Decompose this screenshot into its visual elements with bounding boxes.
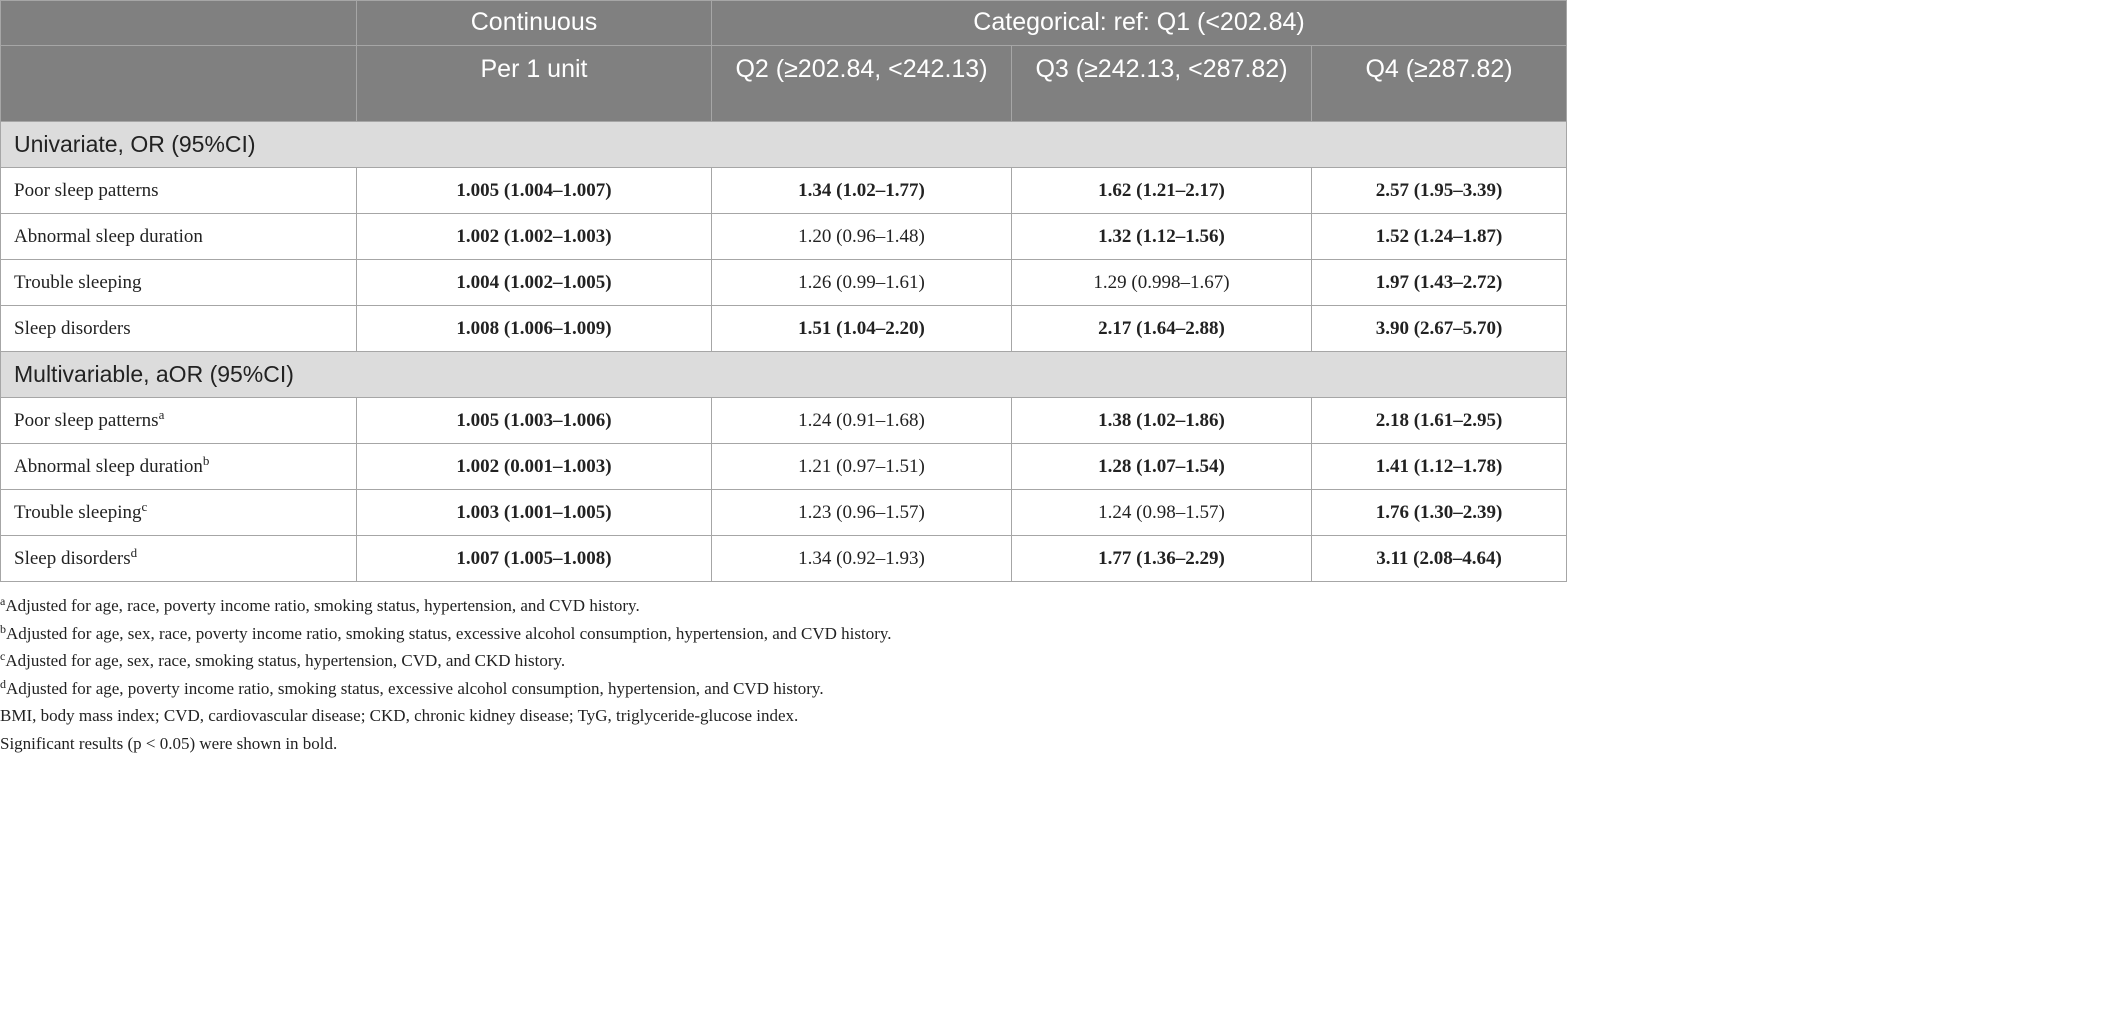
row-label: Poor sleep patterns <box>0 167 357 214</box>
header-blank-cell <box>0 45 357 122</box>
value-cell: 1.002 (1.002–1.003) <box>356 213 712 260</box>
header-per-unit: Per 1 unit <box>356 45 712 122</box>
value-cell: 1.52 (1.24–1.87) <box>1310 213 1568 260</box>
row-label-text: Poor sleep patterns <box>14 179 159 201</box>
footnote-mark: b <box>0 621 6 636</box>
value-cell: 2.57 (1.95–3.39) <box>1310 167 1568 214</box>
table-row: Trouble sleepingc 1.003 (1.001–1.005) 1.23… <box>0 489 1568 536</box>
footnote-text: Significant results (p < 0.05) were show… <box>0 733 338 753</box>
section-header-row: Univariate, OR (95%CI) <box>0 121 1568 168</box>
value-cell: 1.77 (1.36–2.29) <box>1011 535 1312 582</box>
header-q4: Q4 (≥287.82) <box>1310 45 1568 122</box>
value-cell: 2.18 (1.61–2.95) <box>1310 397 1568 444</box>
header-blank-cell <box>0 0 357 46</box>
footnote-mark: a <box>0 594 6 608</box>
footnote-marker: a <box>158 406 165 422</box>
footnote-text: Adjusted for age, sex, race, smoking sta… <box>5 651 566 671</box>
table-body: Univariate, OR (95%CI) Poor sleep pattern… <box>0 121 1568 582</box>
section-header-row: Multivariable, aOR (95%CI) <box>0 351 1568 398</box>
value-cell: 1.41 (1.12–1.78) <box>1310 443 1568 490</box>
footnote: bAdjusted for age, sex, race, poverty in… <box>0 620 892 648</box>
row-label-text: Sleep disorders <box>14 317 131 339</box>
row-label-text: Abnormal sleep duration <box>14 225 203 247</box>
footnote: aAdjusted for age, race, poverty income … <box>0 592 892 620</box>
footnote-marker: b <box>202 452 210 468</box>
row-label: Abnormal sleep duration <box>0 213 357 260</box>
table-row: Sleep disordersd 1.007 (1.005–1.008) 1.34 … <box>0 535 1568 582</box>
value-cell: 1.51 (1.04–2.20) <box>711 305 1012 352</box>
row-label: Trouble sleepingc <box>0 489 357 536</box>
value-cell: 1.76 (1.30–2.39) <box>1310 489 1568 536</box>
value-cell: 3.90 (2.67–5.70) <box>1310 305 1568 352</box>
footnote-mark: d <box>0 676 6 691</box>
table-row: Poor sleep patternsa 1.005 (1.003–1.006) 1… <box>0 397 1568 444</box>
footnote-marker: d <box>130 544 138 560</box>
value-cell: 1.004 (1.002–1.005) <box>356 259 712 306</box>
row-label-text: Abnormal sleep duration <box>14 455 203 477</box>
footnote: Significant results (p < 0.05) were show… <box>0 730 892 758</box>
value-cell: 1.21 (0.97–1.51) <box>711 443 1012 490</box>
header-q3: Q3 (≥242.13, <287.82) <box>1011 45 1312 122</box>
header-q2: Q2 (≥202.84, <242.13) <box>711 45 1012 122</box>
row-label: Poor sleep patternsa <box>0 397 357 444</box>
row-label: Sleep disorders <box>0 305 357 352</box>
section-title: Univariate, OR (95%CI) <box>0 121 1568 168</box>
row-label: Abnormal sleep durationb <box>0 443 357 490</box>
footnote-marker: c <box>141 498 148 514</box>
table-row: Trouble sleeping 1.004 (1.002–1.005) 1.26 … <box>0 259 1568 306</box>
value-cell: 1.28 (1.07–1.54) <box>1011 443 1312 490</box>
row-label: Sleep disordersd <box>0 535 357 582</box>
section-title: Multivariable, aOR (95%CI) <box>0 351 1568 398</box>
footnote-text: Adjusted for age, sex, race, poverty inc… <box>6 623 892 643</box>
table-row: Sleep disorders 1.008 (1.006–1.009) 1.51 (… <box>0 305 1568 352</box>
value-cell: 1.97 (1.43–2.72) <box>1310 259 1568 306</box>
row-label-text: Poor sleep patterns <box>14 409 159 431</box>
value-cell: 1.34 (1.02–1.77) <box>711 167 1012 214</box>
results-table: Continuous Categorical: ref: Q1 (<202.84… <box>0 0 1568 582</box>
footnote: BMI, body mass index; CVD, cardiovascula… <box>0 702 892 730</box>
table-row: Poor sleep patterns 1.005 (1.004–1.007) 1.… <box>0 167 1568 214</box>
value-cell: 1.26 (0.99–1.61) <box>711 259 1012 306</box>
header-row-2: Per 1 unit Q2 (≥202.84, <242.13) Q3 (≥24… <box>0 45 1568 122</box>
value-cell: 1.24 (0.91–1.68) <box>711 397 1012 444</box>
header-continuous: Continuous <box>356 0 712 46</box>
footnote-text: Adjusted for age, race, poverty income r… <box>5 596 640 615</box>
footnote: cAdjusted for age, sex, race, smoking st… <box>0 647 892 675</box>
value-cell: 2.17 (1.64–2.88) <box>1011 305 1312 352</box>
row-label-text: Sleep disorders <box>14 547 131 569</box>
header-categorical: Categorical: ref: Q1 (<202.84) <box>710 0 1568 46</box>
footnote: dAdjusted for age, poverty income ratio,… <box>0 675 892 703</box>
value-cell: 1.005 (1.003–1.006) <box>356 397 712 444</box>
value-cell: 1.003 (1.001–1.005) <box>356 489 712 536</box>
table-row: Abnormal sleep durationb 1.002 (0.001–1.0… <box>0 443 1568 490</box>
row-label-text: Trouble sleeping <box>14 271 142 293</box>
value-cell: 1.20 (0.96–1.48) <box>711 213 1012 260</box>
row-label-text: Trouble sleeping <box>14 501 142 523</box>
value-cell: 1.002 (0.001–1.003) <box>356 443 712 490</box>
value-cell: 1.38 (1.02–1.86) <box>1011 397 1312 444</box>
row-label: Trouble sleeping <box>0 259 357 306</box>
footnote-text: BMI, body mass index; CVD, cardiovascula… <box>0 706 799 726</box>
value-cell: 1.008 (1.006–1.009) <box>356 305 712 352</box>
value-cell: 1.29 (0.998–1.67) <box>1011 259 1312 306</box>
value-cell: 1.24 (0.98–1.57) <box>1011 489 1312 536</box>
table-row: Abnormal sleep duration 1.002 (1.002–1.00… <box>0 213 1568 260</box>
value-cell: 1.34 (0.92–1.93) <box>711 535 1012 582</box>
value-cell: 1.23 (0.96–1.57) <box>711 489 1012 536</box>
header-row-1: Continuous Categorical: ref: Q1 (<202.84… <box>0 0 1568 46</box>
footnote-mark: c <box>0 649 6 664</box>
value-cell: 3.11 (2.08–4.64) <box>1310 535 1568 582</box>
footnote-text: Adjusted for age, poverty income ratio, … <box>6 678 824 698</box>
footnotes: aAdjusted for age, race, poverty income … <box>0 592 892 758</box>
value-cell: 1.32 (1.12–1.56) <box>1011 213 1312 260</box>
value-cell: 1.62 (1.21–2.17) <box>1011 167 1312 214</box>
value-cell: 1.005 (1.004–1.007) <box>356 167 712 214</box>
value-cell: 1.007 (1.005–1.008) <box>356 535 712 582</box>
